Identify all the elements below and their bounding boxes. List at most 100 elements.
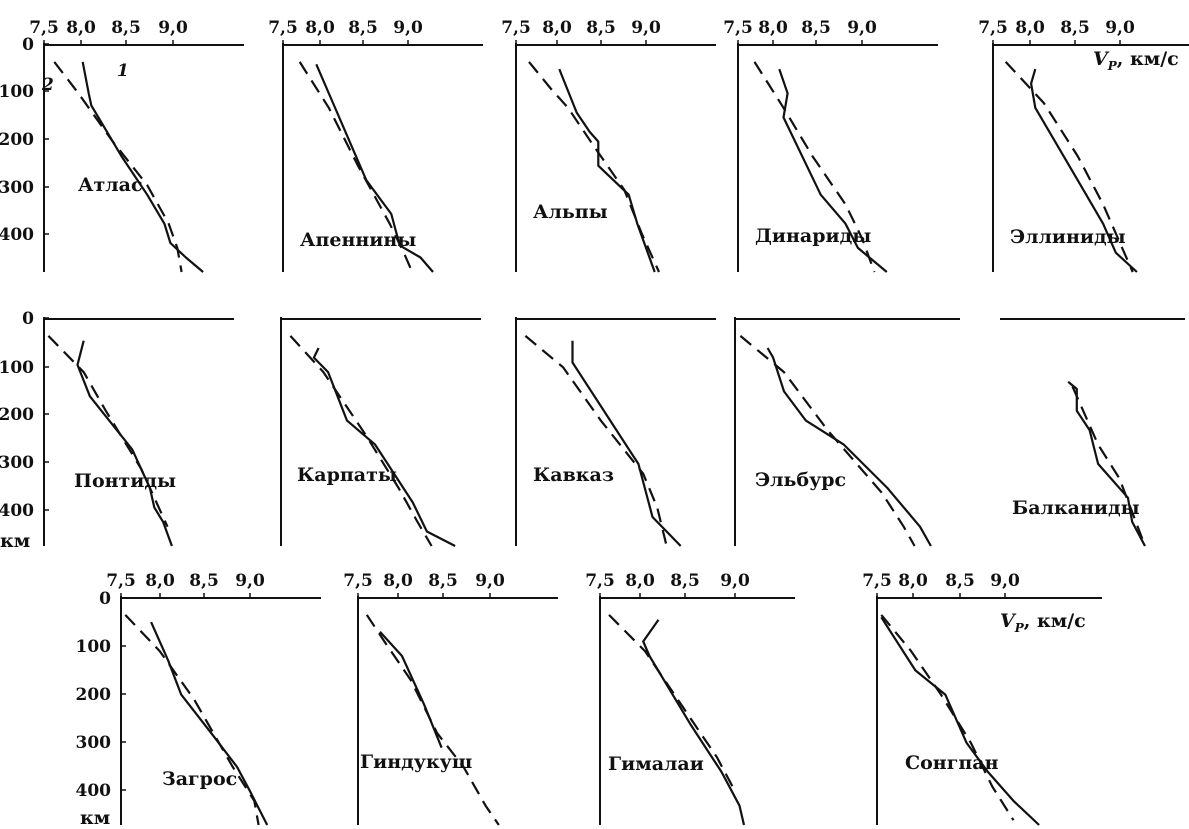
x-tick-label: 9,0	[631, 18, 661, 38]
x-tick-label: 8,5	[348, 18, 378, 38]
curve-label-1: 1	[117, 61, 129, 81]
panel-10: Балканиды	[1000, 318, 1185, 547]
x-tick-label: 8,0	[383, 571, 413, 591]
x-tick-label: 8,5	[1060, 18, 1090, 38]
x-tick-label: 7,5	[978, 18, 1008, 38]
series-1-line	[558, 68, 656, 273]
x-tick-label: 9,0	[720, 571, 750, 591]
panel-4: 7,5 8,0 8,5 9,0 Динариды	[723, 18, 938, 273]
x-tick-label: 8,0	[1015, 18, 1045, 38]
region-label: Балканиды	[1012, 497, 1140, 519]
curve-label-2: 2	[41, 75, 54, 95]
depth-unit-label: км	[80, 807, 110, 829]
panel-6: 0 100 200 300 400 Понтиды	[0, 309, 234, 547]
region-label: Карпаты	[297, 464, 397, 486]
panel-13: 7,5 8,0 8,5 9,0 Гималаи	[585, 571, 795, 826]
y-tick-label: 200	[0, 405, 34, 425]
series-2-line	[298, 61, 414, 273]
series-1-line	[312, 347, 456, 547]
y-tick-label: 100	[0, 82, 34, 102]
series-2-line	[1004, 61, 1134, 273]
series-1-line	[571, 340, 682, 547]
series-2-line	[528, 61, 661, 273]
y-tick-label: 0	[22, 309, 34, 329]
series-2-line	[124, 614, 260, 826]
region-label: Понтиды	[74, 470, 176, 492]
velocity-axis-label: VP, км/с	[1000, 610, 1086, 635]
x-tick-label: 8,5	[111, 18, 141, 38]
series-2-line	[289, 335, 433, 547]
panel-7: Карпаты	[280, 317, 481, 547]
y-tick-label: 0	[22, 35, 34, 55]
y-tick-label: 100	[76, 637, 112, 657]
y-tick-label: 300	[0, 178, 34, 198]
series-1-line	[150, 621, 269, 826]
y-tick-label: 400	[76, 781, 112, 801]
panel-2: 7,5 8,0 8,5 9,0 Апеннины	[268, 18, 483, 273]
region-label: Эльбурс	[755, 469, 846, 491]
x-tick-label: 8,0	[898, 571, 928, 591]
x-tick-label: 7,5	[862, 571, 892, 591]
series-1-line	[1030, 68, 1138, 273]
x-tick-label: 8,0	[758, 18, 788, 38]
series-1-line	[81, 61, 204, 273]
y-tick-label: 400	[0, 501, 34, 521]
panel-9: Эльбурс	[734, 317, 960, 547]
x-tick-label: 7,5	[501, 18, 531, 38]
y-tick-label: 400	[0, 225, 34, 245]
panel-8: Кавказ	[515, 317, 716, 547]
y-tick-label: 200	[76, 685, 112, 705]
series-2-line	[739, 335, 916, 547]
series-2-line	[608, 614, 736, 792]
x-tick-label: 9,0	[1105, 18, 1135, 38]
series-2-line	[524, 335, 668, 547]
x-tick-label: 8,0	[542, 18, 572, 38]
region-label: Загрос	[162, 768, 237, 790]
series-2-line	[1071, 386, 1147, 547]
series-1-line	[778, 68, 888, 273]
series-1-line	[315, 63, 434, 273]
depth-unit-label: км	[0, 530, 30, 552]
series-2-line	[53, 61, 183, 273]
x-tick-label: 7,5	[723, 18, 753, 38]
series-1-line	[766, 347, 932, 547]
x-tick-label: 8,0	[66, 18, 96, 38]
y-tick-label: 300	[76, 733, 112, 753]
panel-1: 7,5 8,0 8,5 9,0 0 100 200 300 400 Атлас	[0, 18, 244, 273]
region-label: Альпы	[533, 201, 608, 223]
panel-12: 7,5 8,0 8,5 9,0 Гиндукуш	[343, 571, 558, 826]
region-label: Атлас	[78, 174, 143, 196]
region-label: Кавказ	[533, 464, 614, 486]
series-2-line	[753, 61, 876, 273]
x-tick-label: 8,5	[945, 571, 975, 591]
x-tick-label: 8,0	[625, 571, 655, 591]
x-tick-label: 7,5	[106, 571, 136, 591]
panel-11: 7,5 8,0 8,5 9,0 0 100 200 300 400 Загрос	[76, 571, 321, 826]
x-tick-label: 8,5	[670, 571, 700, 591]
x-tick-label: 7,5	[268, 18, 298, 38]
panel-3: 7,5 8,0 8,5 9,0 Альпы	[501, 18, 716, 273]
region-label: Эллиниды	[1010, 226, 1126, 248]
x-tick-label: 9,0	[393, 18, 423, 38]
panel-5: 7,5 8,0 8,5 9,0 Эллиниды	[978, 18, 1189, 273]
x-tick-label: 8,5	[586, 18, 616, 38]
series-1-line	[379, 631, 443, 749]
x-tick-label: 7,5	[585, 571, 615, 591]
x-tick-label: 8,0	[305, 18, 335, 38]
y-tick-label: 300	[0, 453, 34, 473]
series-1-line	[1067, 380, 1146, 547]
series-2-line	[47, 335, 169, 528]
x-tick-label: 8,0	[145, 571, 175, 591]
x-tick-label: 9,0	[475, 571, 505, 591]
x-tick-label: 7,5	[343, 571, 373, 591]
x-tick-label: 9,0	[158, 18, 188, 38]
x-tick-label: 7,5	[29, 18, 59, 38]
velocity-axis-label: VP, км/с	[1093, 48, 1179, 73]
x-tick-label: 9,0	[847, 18, 877, 38]
x-tick-label: 9,0	[235, 571, 265, 591]
panel-14: 7,5 8,0 8,5 9,0 Сонгпан	[862, 571, 1102, 826]
y-tick-label: 0	[99, 589, 111, 609]
x-tick-label: 8,5	[189, 571, 219, 591]
series-2-line	[880, 614, 1015, 821]
